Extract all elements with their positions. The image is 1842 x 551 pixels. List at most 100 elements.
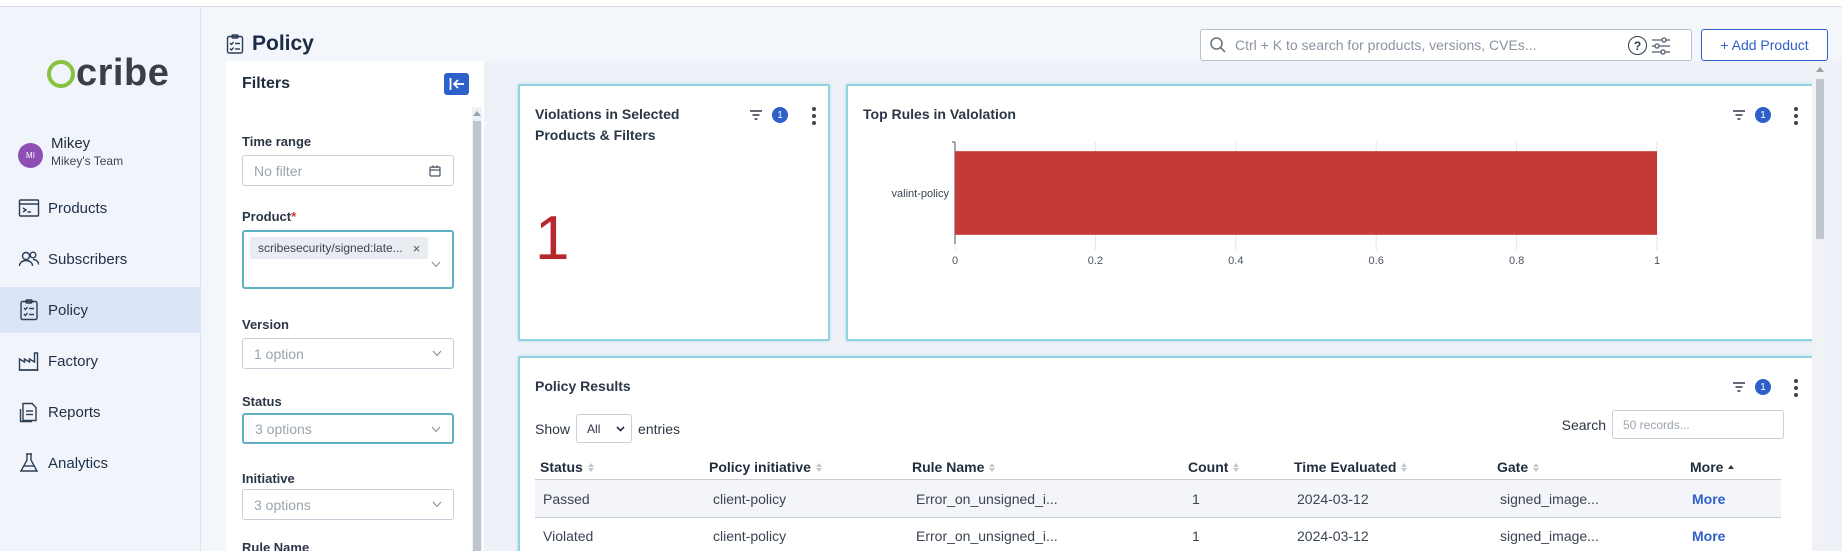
top-border [0,0,1842,7]
add-product-button[interactable]: + Add Product [1701,29,1828,61]
table-search: Search 50 records... [1562,410,1784,439]
sort-icon [1233,462,1240,472]
violations-count: 1 [535,204,570,273]
collapse-filters-button[interactable] [444,73,469,95]
policy-icon [226,34,244,54]
subscribers-icon [18,251,40,267]
main-scrollbar[interactable] [1812,61,1828,551]
column-header-more[interactable]: More [1690,459,1735,475]
table-row[interactable] [535,480,1781,517]
cell-count: 1 [1192,491,1200,507]
column-header-status[interactable]: Status [540,459,594,475]
column-header-time-evaluated[interactable]: Time Evaluated [1294,459,1408,475]
chevron-down-icon [432,501,442,508]
product-label: Product* [242,209,297,224]
chevron-down-icon [616,425,625,432]
category-label: valint-policy [892,188,950,200]
version-select[interactable]: 1 option [242,338,454,369]
logo-s-mark [47,60,75,88]
collapse-left-icon [449,78,464,90]
version-label: Version [242,317,289,332]
sidebar-item-label: Analytics [48,454,109,472]
global-search-input[interactable]: Ctrl + K to search for products, version… [1200,29,1692,61]
reports-icon [19,402,37,423]
chevron-down-icon [431,426,441,433]
user-profile[interactable]: MI Mikey Mikey's Team [18,135,123,168]
sidebar-item-analytics[interactable]: Analytics [0,440,201,486]
products-icon [18,199,40,217]
sort-icon [1401,462,1408,472]
column-header-gate[interactable]: Gate [1497,459,1540,475]
cell-time-evaluated: 2024-03-12 [1297,491,1369,507]
filter-count-badge: 1 [1755,107,1771,123]
table-search-input[interactable]: 50 records... [1612,410,1784,439]
column-header-rule-name[interactable]: Rule Name [912,459,996,475]
filters-panel: Filters Time range No filter Product* sc… [226,61,484,551]
rule-name-label: Rule Name [242,540,310,551]
cell-policy-initiative: client-policy [713,528,787,544]
user-name: Mikey [51,135,91,152]
factory-icon [18,352,39,371]
bar-valint-policy [955,151,1657,235]
kebab-menu-icon[interactable] [1794,379,1798,397]
analytics-icon [19,453,39,472]
card-filter-button[interactable]: 1 [1732,107,1771,123]
kebab-menu-icon[interactable] [812,107,816,125]
column-header-policy-initiative[interactable]: Policy initiative [709,459,822,475]
violations-card-title: Violations in Selected Products & Filters [535,106,680,143]
cell-status: Passed [543,491,590,507]
scribe-logo[interactable]: cribe [47,52,169,95]
cell-status: Violated [543,528,594,544]
entries-select[interactable]: All [576,414,633,443]
filter-count-badge: 1 [772,107,788,123]
calendar-icon [429,165,441,177]
initiative-select[interactable]: 3 options [242,489,454,520]
logo-text: cribe [76,52,170,94]
policy-icon [20,299,38,321]
user-team: Mikey's Team [51,154,124,168]
top-rules-card: Top Rules in Valolation 1 0 0.2 0.4 0.6 0.8 1… [846,84,1814,341]
sidebar-item-label: Products [48,199,108,217]
kebab-menu-icon[interactable] [1794,107,1798,125]
avatar: MI [18,143,43,168]
time-range-field[interactable]: No filter [242,155,454,186]
filter-count-badge: 1 [1755,379,1771,395]
status-select[interactable]: 3 options [242,413,454,444]
sidebar-item-policy[interactable]: Policy [0,287,201,333]
cell-gate: signed_image... [1500,528,1599,544]
help-icon[interactable]: ? [1628,36,1647,55]
x-tick-label: 0 [952,255,958,267]
more-link[interactable]: More [1692,491,1726,507]
sort-icon [815,462,822,472]
show-entries: Show All entries [535,414,680,443]
x-tick-label: 0.8 [1509,255,1524,267]
sort-icon [1728,464,1735,470]
scroll-up-arrow[interactable] [1816,67,1824,72]
required-marker: * [291,209,297,224]
card-filter-button[interactable]: 1 [1732,379,1771,395]
filter-icon [1733,110,1745,120]
top-rules-chart: 0 0.2 0.4 0.6 0.8 1 valint-policy [892,141,1660,267]
sidebar-item-reports[interactable]: Reports [0,389,201,435]
card-filter-button[interactable]: 1 [749,107,788,123]
sort-icon [1533,462,1540,472]
sidebar-item-factory[interactable]: Factory [0,338,201,384]
remove-chip-icon[interactable]: × [412,240,421,256]
x-tick-label: 0.2 [1088,255,1103,267]
sidebar-item-subscribers[interactable]: Subscribers [0,236,201,282]
product-chip[interactable]: scribesecurity/signed:late... × [250,237,429,259]
page-title: Policy [226,32,314,56]
filters-title: Filters [242,75,291,92]
advanced-search-icon[interactable] [1651,37,1671,55]
x-tick-label: 0.4 [1228,255,1243,267]
more-link[interactable]: More [1692,528,1726,544]
column-header-count[interactable]: Count [1188,459,1240,475]
main-scroll-thumb[interactable] [1816,79,1824,239]
scroll-up-arrow[interactable] [473,111,481,116]
top-rules-card-title: Top Rules in Valolation [863,106,1016,122]
product-select[interactable]: scribesecurity/signed:late... × [242,230,454,289]
filters-scroll-thumb[interactable] [473,121,481,551]
sidebar-item-label: Subscribers [48,250,128,268]
status-value: 3 options [255,420,312,437]
sidebar-item-products[interactable]: Products [0,185,201,231]
